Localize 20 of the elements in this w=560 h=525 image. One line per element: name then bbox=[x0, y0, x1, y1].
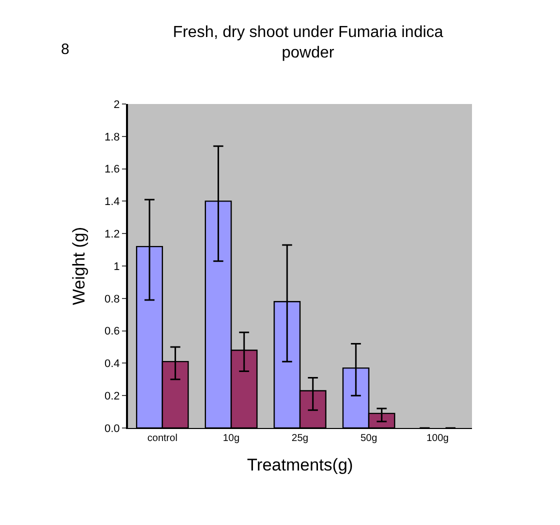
y-tick-label: 1.8 bbox=[104, 131, 120, 144]
y-tick-label: 0.8 bbox=[104, 293, 120, 306]
y-tick-label: 1 bbox=[114, 260, 120, 273]
y-axis-title: Weight (g) bbox=[70, 226, 89, 306]
x-axis-title: Treatments(g) bbox=[246, 455, 354, 474]
y-tick-label: 0.4 bbox=[104, 358, 120, 370]
y-tick-label: 1.6 bbox=[104, 164, 120, 176]
y-tick-label: 0.2 bbox=[104, 390, 120, 402]
text: 8 bbox=[61, 41, 70, 58]
x-tick-label: 10g bbox=[222, 433, 240, 444]
x-tick-label: 50g bbox=[360, 433, 378, 444]
y-tick-label: 1.2 bbox=[104, 228, 120, 240]
y-tick-label: 1.4 bbox=[104, 196, 120, 208]
chart-title: Fresh, dry shoot under Fumaria indica powder bbox=[172, 24, 444, 62]
y-tick-label: 2 bbox=[114, 98, 120, 111]
x-tick-label: 100g bbox=[426, 433, 449, 444]
y-tick-label: 0.6 bbox=[104, 326, 120, 338]
x-tick-label: 25g bbox=[292, 433, 308, 444]
y-tick-label: 0.0 bbox=[104, 422, 120, 435]
x-tick-label: control bbox=[147, 433, 178, 444]
